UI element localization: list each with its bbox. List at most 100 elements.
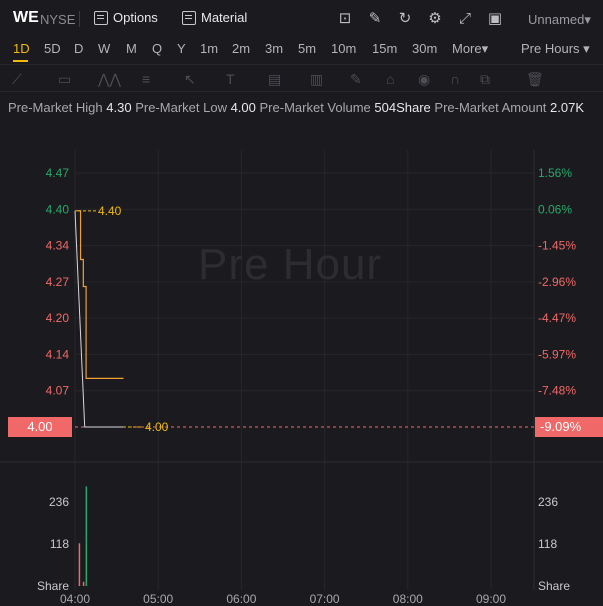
tab-3m[interactable]: 3m xyxy=(265,41,284,56)
tab-30m[interactable]: 30m xyxy=(412,41,438,56)
volume-bar-0 xyxy=(78,543,81,586)
pct-label-6: -7.48% xyxy=(538,384,576,398)
tab-m[interactable]: M xyxy=(126,41,137,56)
tab-2m[interactable]: 2m xyxy=(232,41,251,56)
price-label-3: 4.27 xyxy=(46,275,70,289)
price-label-4: 4.20 xyxy=(46,311,70,325)
price-label-2: 4.34 xyxy=(46,239,70,253)
toolbar-actions: ⊡ ✎ ↻ ⚙ ⤢ ▣ xyxy=(336,10,504,28)
chart-type-icon[interactable]: ⊡ xyxy=(338,10,352,27)
wave-tool-icon[interactable]: ⋀⋀ xyxy=(98,71,121,87)
vol-label-right-0: 236 xyxy=(538,495,558,509)
time-label-5: 09:00 xyxy=(476,592,506,606)
price-label-1: 4.40 xyxy=(46,202,70,216)
time-label-0: 04:00 xyxy=(60,592,90,606)
ticker-symbol[interactable]: WE xyxy=(13,9,39,26)
vol-unit-right: Share xyxy=(538,579,570,593)
tab-5m[interactable]: 5m xyxy=(298,41,317,56)
trash-icon[interactable]: 🗑 xyxy=(526,71,544,87)
price-label-5: 4.14 xyxy=(46,347,70,361)
pct-label-2: -1.45% xyxy=(538,239,576,253)
high-callout-label: 4.40 xyxy=(98,204,122,218)
tab-more-label: More xyxy=(452,41,482,56)
pct-label-4: -4.47% xyxy=(538,311,576,325)
volume-label: Pre-Market Volume xyxy=(259,100,371,115)
layout-selector[interactable]: Unnamed▾ xyxy=(528,12,591,27)
period-tabs: 1D 5D D W M Q Y 1m 2m 3m 5m 10m 15m 30m … xyxy=(0,38,603,62)
tab-1m[interactable]: 1m xyxy=(200,41,219,56)
top-toolbar: WE NYSE Options Material ⊡ ✎ ↻ ⚙ ⤢ ▣ Unn… xyxy=(0,0,603,38)
material-label: Material xyxy=(201,10,248,25)
gear-icon[interactable]: ⚙ xyxy=(428,10,442,27)
time-label-1: 05:00 xyxy=(143,592,173,606)
tab-q[interactable]: Q xyxy=(152,41,163,56)
magnet-icon[interactable]: ∩ xyxy=(450,71,461,87)
high-value: 4.30 xyxy=(106,100,132,115)
pct-label-0: 1.56% xyxy=(538,166,572,180)
measure-tool-icon[interactable]: ▥ xyxy=(310,71,324,87)
tab-d[interactable]: D xyxy=(74,41,84,56)
amount-label: Pre-Market Amount xyxy=(434,100,547,115)
current-pct-tag: -9.09% xyxy=(535,417,603,437)
vol-label-left-1: 118 xyxy=(50,537,69,551)
lock-icon[interactable]: ⌂ xyxy=(386,71,395,87)
low-value: 4.00 xyxy=(230,100,256,115)
tab-10m[interactable]: 10m xyxy=(331,41,357,56)
price-chart[interactable]: 04:00 05:00 06:00 07:00 08:00 09:00 4.47 1.56% 4… xyxy=(0,120,603,606)
fullscreen-icon[interactable]: ⤢ xyxy=(458,10,471,27)
pct-label-1: 0.06% xyxy=(538,202,572,216)
amount-value: 2.07K xyxy=(550,100,585,115)
vol-label-right-1: 118 xyxy=(538,537,557,551)
draw-pen-icon[interactable]: ✎ xyxy=(368,10,382,27)
vol-label-left-0: 236 xyxy=(49,495,69,509)
tab-15m[interactable]: 15m xyxy=(372,41,398,56)
drawing-toolbar: ⟋ ▭ ⋀⋀ ≡ ↖ T ▤ ▥ ✎ ⌂ ◉ ∩ ⧉ 🗑 xyxy=(0,64,603,92)
camera-icon[interactable]: ▣ xyxy=(487,10,503,27)
tab-y[interactable]: Y xyxy=(177,41,186,56)
eye-icon[interactable]: ◉ xyxy=(418,71,431,87)
price-label-0: 4.47 xyxy=(46,166,70,180)
time-label-2: 06:00 xyxy=(226,592,256,606)
avg-price-line xyxy=(74,210,124,428)
options-icon xyxy=(94,10,108,25)
pct-label-5: -5.97% xyxy=(538,347,576,361)
active-tab-indicator xyxy=(13,60,28,62)
fib-tool-icon[interactable]: ≡ xyxy=(142,71,151,87)
material-icon xyxy=(182,10,196,25)
volume-bar-2 xyxy=(82,581,85,586)
premarket-info: Pre-Market High 4.30 Pre-Market Low 4.00… xyxy=(8,100,584,115)
volume-bar-1 xyxy=(85,486,88,586)
refresh-icon[interactable]: ↻ xyxy=(398,10,412,27)
text-tool-icon[interactable]: T xyxy=(226,71,235,87)
price-label-6: 4.07 xyxy=(46,384,70,398)
exchange-label: NYSE xyxy=(40,12,76,27)
time-label-3: 07:00 xyxy=(310,592,340,606)
layout-name: Unnamed xyxy=(528,12,585,27)
arrow-tool-icon[interactable]: ↖ xyxy=(184,71,196,87)
vol-unit-left: Share xyxy=(37,579,69,593)
tab-more[interactable]: More▾ xyxy=(452,41,489,56)
note-tool-icon[interactable]: ▤ xyxy=(268,71,282,87)
group-icon[interactable]: ⧉ xyxy=(480,71,490,87)
toolbar-divider xyxy=(79,11,80,27)
rect-tool-icon[interactable]: ▭ xyxy=(58,71,72,87)
tab-5d[interactable]: 5D xyxy=(44,41,61,56)
chart-watermark: Pre Hour xyxy=(198,240,383,289)
options-button[interactable]: Options xyxy=(94,10,158,25)
low-label: Pre-Market Low xyxy=(135,100,227,115)
tab-1d[interactable]: 1D xyxy=(13,41,30,56)
current-price-tag: 4.00 xyxy=(8,417,72,437)
volume-value: 504Share xyxy=(374,100,431,115)
options-label: Options xyxy=(113,10,158,25)
time-label-4: 08:00 xyxy=(393,592,423,606)
low-callout-label: 4.00 xyxy=(145,420,169,434)
price-line xyxy=(75,210,124,379)
session-selector[interactable]: Pre Hours ▾ xyxy=(521,41,590,56)
line-tool-icon[interactable]: ⟋ xyxy=(12,71,22,87)
brush-tool-icon[interactable]: ✎ xyxy=(350,71,362,87)
material-button[interactable]: Material xyxy=(182,10,247,25)
tab-w[interactable]: W xyxy=(98,41,111,56)
session-label: Pre Hours xyxy=(521,41,580,56)
high-label: Pre-Market High xyxy=(8,100,103,115)
pct-label-3: -2.96% xyxy=(538,275,576,289)
